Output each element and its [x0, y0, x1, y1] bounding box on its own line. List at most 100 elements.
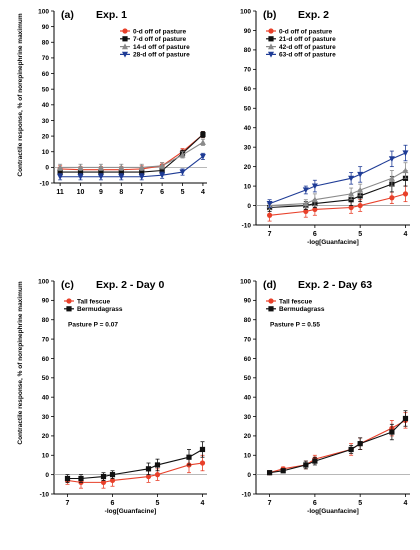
- data-point: [302, 187, 309, 194]
- data-point: [139, 169, 145, 175]
- y-tick-label: 60: [42, 356, 50, 363]
- panel-title: Exp. 2 - Day 63: [298, 279, 372, 291]
- data-point: [311, 183, 318, 190]
- y-tick-label: 70: [42, 55, 50, 62]
- x-tick-label: 6: [313, 500, 317, 507]
- data-point: [200, 131, 206, 138]
- data-point: [348, 446, 354, 453]
- x-tick-label: 7: [268, 231, 272, 238]
- data-point: [57, 174, 64, 180]
- legend-label: Tall fescue: [77, 298, 111, 305]
- x-tick-label: 4: [201, 500, 205, 507]
- y-tick-label: 50: [42, 375, 50, 382]
- y-tick-label: 20: [42, 133, 50, 140]
- y-tick-label: 90: [244, 298, 252, 305]
- data-point: [118, 174, 125, 180]
- data-point: [57, 169, 63, 175]
- data-point: [159, 172, 166, 179]
- legend-label: Tall fescue: [279, 298, 313, 305]
- y-tick-label: 90: [244, 28, 252, 35]
- x-tick-label: 10: [77, 189, 85, 196]
- data-point: [154, 462, 161, 468]
- y-tick-label: -10: [40, 180, 50, 187]
- data-point: [77, 169, 84, 175]
- panel-tag: (d): [263, 279, 276, 291]
- series-line: [60, 134, 204, 171]
- data-point: [77, 164, 84, 170]
- series-63-d-off-of-pasture: [266, 144, 409, 208]
- legend-marker: [66, 298, 72, 304]
- series-line: [269, 177, 406, 209]
- y-tick-label: 40: [42, 394, 50, 401]
- pasture-p-value: Pasture P = 0.55: [270, 322, 320, 329]
- x-tick-label: 6: [111, 500, 115, 507]
- data-point: [266, 212, 273, 218]
- data-point: [199, 153, 206, 160]
- y-tick-label: 40: [244, 394, 252, 401]
- legend-label: 0-d off of pasture: [133, 28, 186, 35]
- data-point: [186, 454, 192, 460]
- series-tall-fescue: [64, 454, 206, 489]
- y-tick-label: 0: [247, 472, 251, 479]
- data-point: [311, 196, 318, 203]
- data-point: [78, 475, 84, 482]
- legend-marker: [268, 43, 274, 50]
- data-point: [266, 470, 273, 476]
- legend-label: Bermudagrass: [77, 306, 123, 313]
- legend-marker: [122, 43, 128, 50]
- y-tick-label: 70: [244, 67, 252, 74]
- data-point: [389, 195, 395, 201]
- y-tick-label: 30: [42, 414, 50, 421]
- y-tick-label: 0: [45, 472, 49, 479]
- data-point: [118, 169, 124, 175]
- pasture-p-value: Pasture P = 0.07: [68, 322, 118, 329]
- y-tick-label: 50: [244, 106, 252, 113]
- x-tick-label: 6: [160, 189, 164, 196]
- panel-title: Exp. 1: [96, 9, 127, 21]
- y-tick-label: 80: [42, 317, 50, 324]
- data-point: [402, 191, 409, 197]
- data-point: [348, 175, 355, 182]
- y-tick-label: 90: [42, 24, 50, 31]
- data-point: [402, 415, 409, 422]
- x-tick-label: 8: [119, 189, 123, 196]
- data-point: [109, 472, 116, 478]
- series-bermudagrass: [64, 441, 206, 483]
- data-point: [388, 156, 395, 163]
- series-0-d-off-of-pasture: [266, 185, 409, 222]
- panel-title: Exp. 2: [298, 9, 329, 21]
- y-tick-label: 20: [244, 433, 252, 440]
- data-point: [77, 174, 84, 180]
- x-tick-label: 5: [358, 231, 362, 238]
- data-point: [199, 139, 206, 145]
- y-tick-label: 100: [38, 278, 49, 285]
- legend-marker: [66, 306, 72, 312]
- y-tick-label: 10: [42, 453, 50, 460]
- x-tick-label: 4: [404, 231, 408, 238]
- y-tick-label: 40: [42, 102, 50, 109]
- panel-d: -10 0 10 20 30 40 50 60 70 80 90 100 7 6 5 4 (d) Exp. 2 -…: [240, 278, 410, 515]
- x-tick-label: 5: [181, 189, 185, 196]
- x-tick-label: 5: [156, 500, 160, 507]
- legend-label: 42-d off of pasture: [279, 44, 336, 51]
- data-point: [389, 429, 395, 435]
- data-point: [402, 167, 409, 174]
- panel-title: Exp. 2 - Day 0: [96, 279, 164, 291]
- data-point: [312, 458, 318, 464]
- y-tick-label: 0: [247, 203, 251, 210]
- data-point: [145, 466, 152, 472]
- data-point: [402, 150, 409, 157]
- panel-tag: (c): [61, 279, 74, 291]
- y-tick-label: -10: [242, 222, 252, 229]
- y-tick-label: 50: [244, 375, 252, 382]
- y-tick-label: -10: [40, 491, 50, 498]
- data-point: [357, 171, 364, 178]
- y-tick-label: 30: [244, 144, 252, 151]
- data-point: [109, 477, 116, 484]
- data-point: [57, 164, 64, 170]
- legend-marker: [122, 51, 128, 58]
- legend-marker: [268, 28, 274, 34]
- x-tick-label: 4: [404, 500, 408, 507]
- data-point: [357, 186, 364, 193]
